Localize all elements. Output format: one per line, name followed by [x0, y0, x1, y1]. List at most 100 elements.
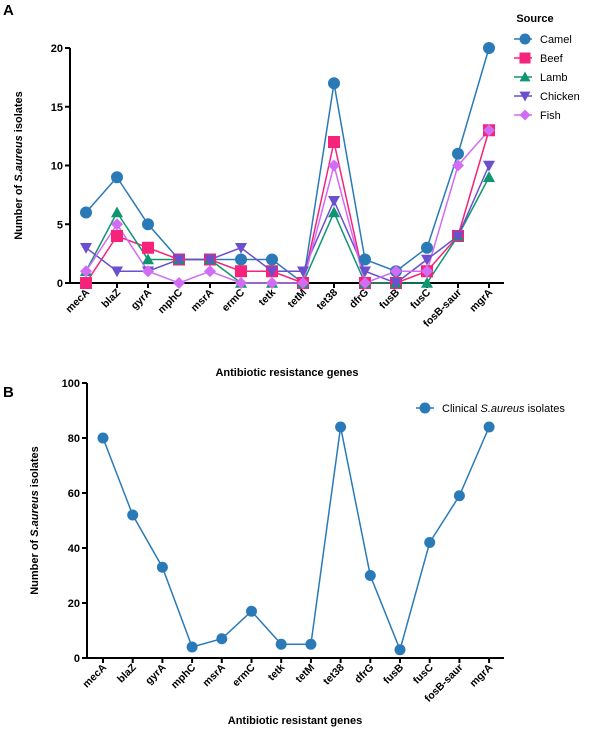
x-axis-title: Antibiotic resistant genes	[228, 715, 362, 727]
x-tick-label: blaZ	[115, 661, 139, 685]
data-point	[80, 242, 92, 254]
x-tick-label: dfrG	[352, 662, 376, 686]
x-tick-label: mgrA	[467, 661, 495, 689]
x-tick-label: msrA	[189, 286, 217, 314]
data-point	[452, 147, 464, 160]
data-point	[235, 253, 247, 266]
data-point	[390, 278, 402, 289]
data-point	[173, 254, 185, 266]
data-point	[266, 277, 278, 289]
legend-label: Fish	[540, 110, 561, 122]
data-point	[111, 266, 123, 278]
x-tick-label: tetk	[256, 287, 278, 309]
data-point	[328, 159, 340, 172]
data-point	[235, 265, 247, 278]
data-point	[328, 77, 340, 90]
x-tick-label: mecA	[63, 286, 92, 315]
x-tick-label: tet38	[314, 287, 340, 313]
data-point	[204, 254, 216, 266]
legend-marker	[519, 52, 531, 64]
data-point	[204, 265, 216, 278]
data-point	[80, 265, 92, 278]
data-point	[111, 230, 123, 242]
y-axis-title: Number of S.aureus isolates	[29, 446, 41, 595]
legend-marker	[519, 33, 531, 45]
data-point	[452, 231, 464, 242]
data-point	[328, 136, 340, 148]
x-axis-title: Antibiotic resistance genes	[215, 367, 358, 379]
x-tick-label: mgrA	[467, 286, 495, 314]
x-tick-label: tet38	[321, 662, 347, 688]
legend-marker	[519, 71, 531, 82]
data-point	[142, 253, 154, 265]
data-point	[216, 633, 228, 645]
x-tick-label: msrA	[200, 661, 228, 689]
data-point	[235, 242, 247, 254]
data-point	[80, 277, 92, 289]
x-tick-label: fusC	[411, 661, 436, 686]
x-tick-label: mecA	[80, 661, 109, 690]
data-point	[142, 265, 154, 278]
x-tick-label: ermC	[230, 661, 258, 689]
data-point	[453, 490, 465, 502]
series-line	[102, 426, 490, 653]
data-point	[335, 421, 347, 433]
data-point	[421, 241, 433, 254]
x-tick-label: blaZ	[99, 286, 123, 310]
y-tick-label: 60	[68, 488, 80, 500]
data-point	[127, 509, 139, 521]
data-point	[483, 171, 495, 183]
data-point	[111, 171, 123, 184]
y-tick-label: 20	[68, 598, 80, 610]
data-point	[111, 206, 123, 218]
data-point	[246, 605, 257, 617]
y-tick-label: 20	[51, 43, 63, 55]
data-point	[483, 42, 495, 54]
x-tick-label: tetM	[293, 661, 317, 685]
data-point	[424, 537, 436, 548]
y-axis-title: Number of S.aureus isolates	[13, 91, 25, 240]
x-tick-label: ermC	[220, 286, 248, 314]
x-tick-label: fusB	[381, 661, 406, 686]
legend-label: Camel	[540, 34, 572, 46]
data-point	[328, 206, 340, 218]
x-tick-label: mphC	[169, 661, 199, 691]
legend-label: Beef	[540, 53, 564, 65]
data-point	[483, 160, 495, 172]
data-point	[483, 124, 495, 137]
data-point	[394, 644, 406, 656]
data-point	[390, 265, 402, 278]
data-point	[275, 638, 287, 650]
legend-label: Lamb	[540, 72, 568, 84]
x-tick-label: tetM	[285, 286, 309, 310]
data-point	[359, 277, 371, 289]
data-point	[452, 159, 464, 172]
data-point	[142, 241, 154, 254]
y-tick-label: 40	[68, 543, 80, 555]
x-tick-label: tetk	[266, 662, 288, 684]
y-tick-label: 80	[68, 433, 80, 445]
data-point	[364, 570, 376, 581]
data-point	[297, 266, 309, 278]
data-point	[359, 266, 371, 278]
data-point	[305, 638, 317, 650]
x-tick-label: gyrA	[143, 661, 169, 687]
data-point	[173, 277, 185, 289]
data-point	[421, 265, 433, 278]
legend-marker	[419, 402, 431, 414]
legend-title: Source	[516, 13, 553, 25]
data-point	[235, 277, 247, 289]
chart-panel-B: B 0 20 40 60 80 100 mecA blaZ gyrA mphC msrA ermC tet…	[3, 378, 504, 727]
data-point	[421, 254, 433, 266]
data-point	[421, 277, 433, 288]
y-tick-label: 100	[62, 378, 80, 390]
y-tick-label: 0	[74, 653, 80, 665]
y-tick-label: 5	[57, 219, 63, 231]
data-point	[266, 253, 278, 266]
data-point	[80, 206, 92, 219]
data-point	[483, 421, 495, 433]
legend: Source Camel Beef Lamb Chicken Fish Clinical S…	[416, 13, 580, 415]
x-tick-label: fusC	[408, 286, 433, 311]
